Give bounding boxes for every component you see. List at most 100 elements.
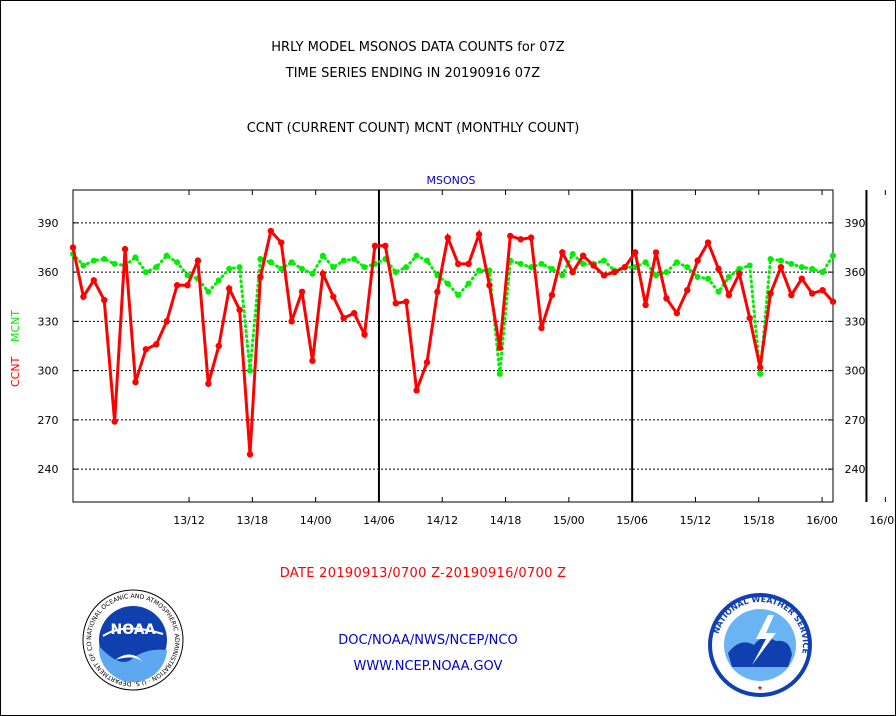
data-point-mcnt: [340, 257, 347, 264]
data-point-ccnt: [80, 293, 87, 300]
y-tick-labels: 240 240 270 270 300 300 330 330 360 360 390 390: [38, 217, 866, 476]
data-point-ccnt: [413, 387, 420, 394]
data-point-ccnt: [663, 295, 670, 302]
data-point-ccnt: [475, 231, 483, 238]
data-point-mcnt: [361, 264, 368, 271]
data-point-mcnt: [819, 269, 826, 276]
x-tick-label: 14/00: [300, 514, 332, 527]
data-point-ccnt: [590, 262, 597, 269]
data-point-ccnt: [361, 331, 368, 338]
data-point-ccnt: [371, 242, 379, 250]
data-point-ccnt: [684, 286, 691, 294]
y-tick-label-left: 390: [38, 217, 59, 230]
data-point-ccnt: [173, 282, 181, 289]
data-point-ccnt: [288, 318, 295, 325]
data-point-ccnt: [101, 296, 108, 304]
data-point-mcnt: [548, 265, 555, 272]
series-line-ccnt: [71, 227, 835, 455]
header-line2: TIME SERIES ENDING IN 20190916 07Z: [285, 66, 541, 81]
data-point-ccnt: [788, 291, 795, 299]
data-point-ccnt: [736, 270, 743, 277]
data-point-mcnt: [267, 259, 274, 266]
data-point-ccnt: [132, 378, 139, 386]
y-axis-label-mcnt: MCNT: [9, 310, 22, 342]
nws-star-icon: ★: [757, 683, 763, 693]
header-line3: CCNT (CURRENT COUNT) MCNT (MONTHLY COUNT…: [247, 121, 580, 136]
data-point-ccnt: [694, 257, 701, 264]
data-point-mcnt: [215, 277, 222, 284]
data-point-mcnt: [725, 274, 732, 281]
data-point-ccnt: [298, 288, 306, 296]
y-tick-label-left: 270: [38, 414, 59, 427]
gridlines: [73, 190, 886, 502]
data-point-mcnt: [653, 272, 660, 279]
data-point-ccnt: [652, 249, 660, 256]
data-point-ccnt: [621, 263, 628, 271]
data-point-ccnt: [142, 346, 150, 353]
data-point-mcnt: [184, 272, 191, 279]
data-point-mcnt: [559, 272, 566, 279]
data-point-mcnt: [684, 264, 691, 271]
data-point-ccnt: [163, 318, 170, 325]
data-point-mcnt: [777, 257, 784, 264]
data-point-ccnt: [246, 451, 254, 458]
data-point-mcnt: [705, 275, 712, 282]
data-point-mcnt: [767, 255, 774, 262]
data-point-mcnt: [444, 280, 451, 287]
noaa-logo: NOAA NATIONAL OCEANIC AND ATMOSPHERIC AD…: [82, 589, 184, 691]
data-point-mcnt: [90, 257, 97, 264]
data-point-mcnt: [642, 259, 649, 266]
data-point-ccnt: [465, 260, 472, 268]
data-point-ccnt: [309, 357, 316, 364]
y-tick-label-left: 360: [38, 266, 59, 279]
data-point-mcnt: [163, 252, 170, 259]
data-point-mcnt: [205, 288, 212, 295]
data-point-mcnt: [465, 280, 472, 287]
data-point-ccnt: [392, 300, 399, 307]
data-point-mcnt: [392, 269, 399, 276]
x-tick-label: 13/18: [236, 514, 268, 527]
data-point-ccnt: [611, 268, 618, 276]
data-point-ccnt: [829, 298, 837, 305]
data-point-mcnt: [809, 265, 816, 272]
data-point-ccnt: [538, 324, 545, 332]
data-point-ccnt: [350, 309, 358, 317]
y-tick-label-left: 330: [38, 315, 59, 328]
x-tick-label: 14/18: [490, 514, 522, 527]
data-point-ccnt: [819, 286, 826, 294]
data-point-mcnt: [736, 265, 743, 272]
data-point-mcnt: [413, 252, 420, 259]
x-tick-label: 15/00: [553, 514, 585, 527]
data-point-ccnt: [236, 306, 243, 314]
data-point-ccnt: [90, 277, 98, 284]
x-tick-labels: 13/12 13/18 14/00 14/06 14/12 14/18 15/00 15/06…: [173, 514, 896, 527]
data-point-mcnt: [299, 265, 306, 272]
data-point-ccnt: [569, 268, 576, 276]
x-tick-label: 15/06: [616, 514, 648, 527]
data-point-ccnt: [746, 314, 753, 322]
y-tick-label-right: 330: [845, 315, 866, 328]
data-point-ccnt: [319, 270, 327, 277]
data-point-ccnt: [225, 285, 233, 292]
x-tick-label: 16/06: [869, 514, 896, 527]
org-label: DOC/NOAA/NWS/NCEP/NCO: [338, 633, 518, 648]
data-point-ccnt: [642, 301, 649, 309]
data-point-mcnt: [257, 255, 264, 262]
y-tick-label-right: 360: [845, 266, 866, 279]
day-dividers: [377, 190, 868, 502]
data-point-ccnt: [704, 239, 712, 246]
data-point-mcnt: [288, 259, 295, 266]
data-point-mcnt: [476, 267, 483, 274]
data-point-mcnt: [746, 262, 753, 269]
data-point-mcnt: [694, 274, 701, 281]
y-tick-label-right: 240: [845, 463, 866, 476]
data-point-ccnt: [340, 314, 347, 322]
data-point-ccnt: [434, 288, 441, 296]
x-tick-label: 14/06: [363, 514, 395, 527]
data-point-ccnt: [153, 341, 160, 348]
x-tick-label: 15/12: [680, 514, 712, 527]
data-point-mcnt: [236, 264, 243, 271]
data-point-mcnt: [538, 260, 545, 267]
data-point-ccnt: [205, 380, 212, 387]
data-point-ccnt: [715, 265, 722, 273]
